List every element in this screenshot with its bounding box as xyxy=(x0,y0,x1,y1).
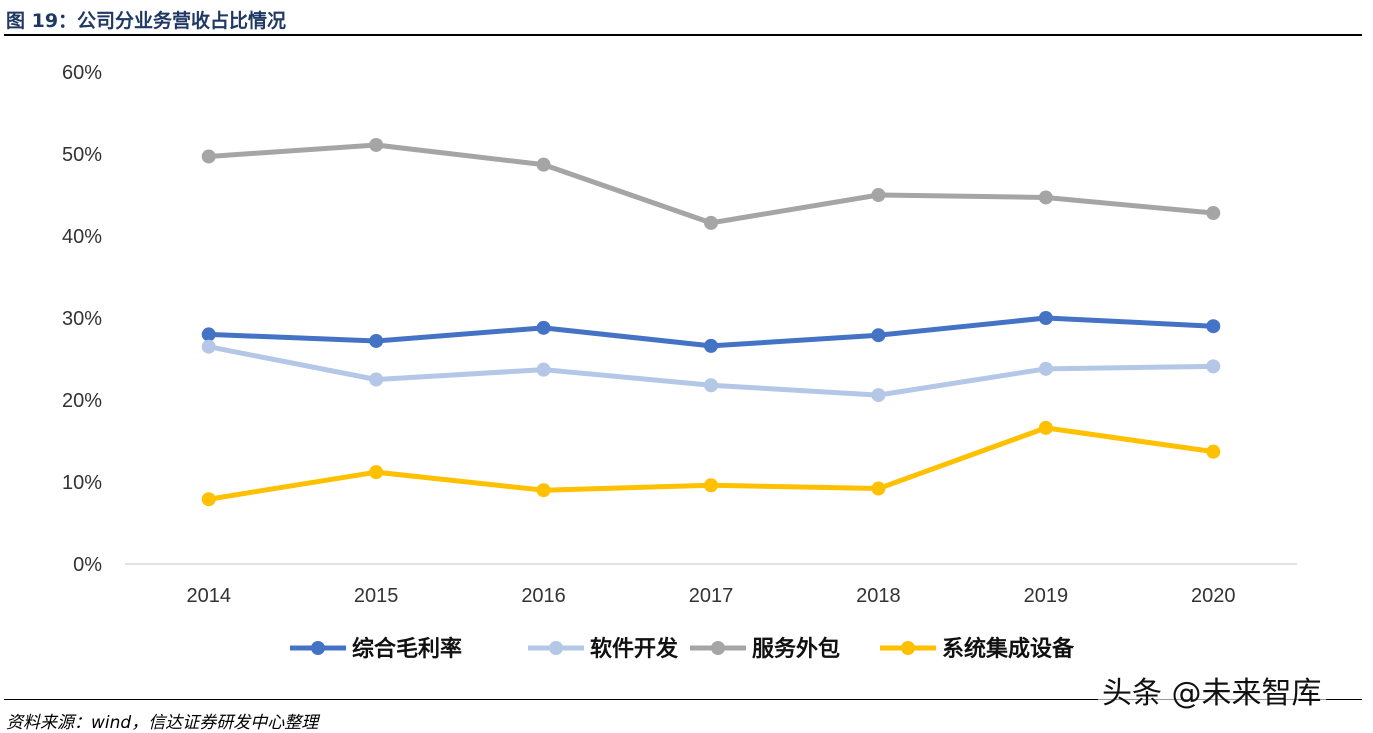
data-point xyxy=(536,320,551,335)
data-point xyxy=(1038,361,1053,376)
data-point xyxy=(1206,206,1221,221)
legend-swatch-marker xyxy=(311,641,325,655)
data-point xyxy=(871,481,886,496)
watermark: 头条 @未来智库 xyxy=(1098,668,1326,712)
data-point xyxy=(201,327,216,342)
data-point xyxy=(369,333,384,348)
x-tick-label: 2017 xyxy=(689,585,734,607)
data-point xyxy=(536,483,551,498)
x-tick-label: 2018 xyxy=(856,585,901,607)
legend-swatch-marker xyxy=(549,641,563,655)
figure-header: 图 19：公司分业务营收占比情况 xyxy=(4,4,1362,36)
data-point xyxy=(536,157,551,172)
data-point xyxy=(871,328,886,343)
data-point xyxy=(201,149,216,164)
figure-title: 图 19：公司分业务营收占比情况 xyxy=(6,10,287,32)
data-point xyxy=(369,137,384,152)
x-tick-label: 2019 xyxy=(1024,585,1069,607)
legend-label: 综合毛利率 xyxy=(352,636,462,662)
series-line xyxy=(206,142,1216,226)
legend-label: 服务外包 xyxy=(752,636,840,662)
series-layer xyxy=(201,137,1221,507)
y-tick-label: 40% xyxy=(62,226,102,248)
data-point xyxy=(369,465,384,480)
data-point xyxy=(1038,190,1053,205)
y-tick-label: 60% xyxy=(62,62,102,84)
line-chart: 0%10%20%30%40%50%60% 2014 2015 2016 2017 201… xyxy=(62,62,1297,607)
legend-label: 软件开发 xyxy=(590,636,679,662)
x-axis-ticks: 2014 2015 2016 2017 2018 2019 2020 xyxy=(186,585,1235,607)
data-point xyxy=(704,478,718,493)
legend-label: 系统集成设备 xyxy=(942,636,1075,662)
legend-swatch-marker xyxy=(711,641,725,655)
data-point xyxy=(1206,359,1221,374)
x-tick-label: 2020 xyxy=(1191,585,1236,607)
x-tick-label: 2014 xyxy=(186,585,231,607)
data-point xyxy=(1038,311,1053,325)
data-point xyxy=(704,338,718,353)
y-tick-label: 0% xyxy=(73,554,102,576)
y-tick-label: 20% xyxy=(62,390,102,412)
x-tick-label: 2016 xyxy=(521,585,566,607)
data-point xyxy=(369,372,384,387)
data-point xyxy=(201,339,216,354)
data-point xyxy=(704,215,718,230)
data-point xyxy=(704,378,718,393)
data-point xyxy=(201,492,216,507)
source-note: 资料来源：wind，信达证券研发中心整理 xyxy=(6,713,319,733)
data-point xyxy=(871,188,886,202)
x-tick-label: 2015 xyxy=(354,585,399,607)
y-tick-label: 50% xyxy=(62,144,102,166)
data-point xyxy=(871,388,886,403)
y-tick-label: 10% xyxy=(62,472,102,494)
legend: 综合毛利率 软件开发 服务外包 系统集成设备 xyxy=(290,636,1075,662)
data-point xyxy=(1038,420,1053,435)
y-tick-label: 30% xyxy=(62,308,102,330)
data-point xyxy=(536,362,551,377)
data-point xyxy=(1206,444,1221,459)
footer-rule xyxy=(4,699,1362,700)
legend-swatch-marker xyxy=(901,641,915,655)
data-point xyxy=(1206,319,1221,334)
y-axis-ticks: 0% 10% 20% 30% 40% 50% 60% xyxy=(62,62,102,576)
